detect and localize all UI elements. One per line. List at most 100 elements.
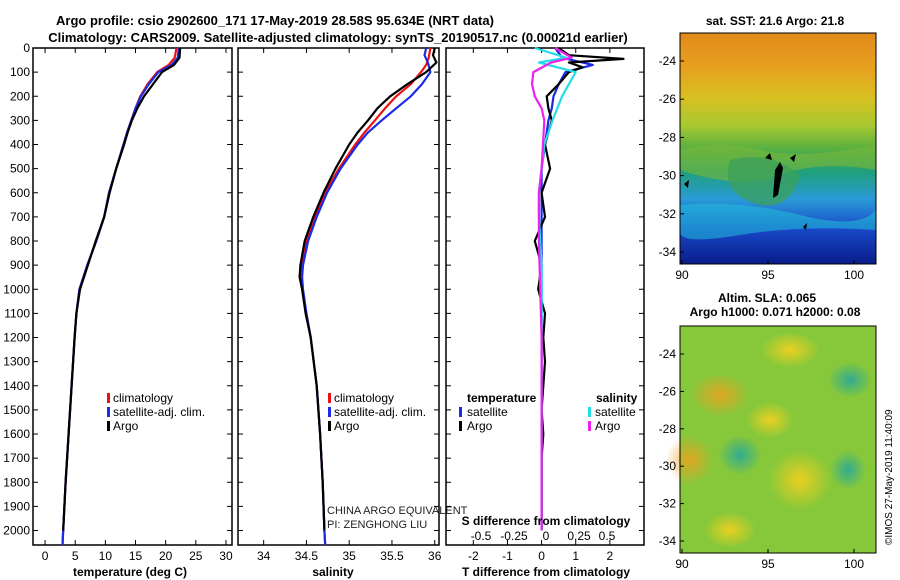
depth-tick-label: 1800 (3, 475, 30, 489)
legend-label-satellite: satellite-adj. clim. (334, 405, 426, 419)
sla-blob (760, 332, 820, 368)
x-tick-label: 25 (189, 549, 203, 563)
map-lon-label: 95 (761, 557, 775, 571)
sst-mask-mark (790, 154, 796, 162)
x-tick-label: 34.5 (295, 549, 319, 563)
sla-blob (830, 450, 866, 490)
legend-label-s-satellite: satellite (595, 405, 636, 419)
map-lat-label: -28 (659, 130, 677, 144)
map-lat-label: -28 (659, 422, 677, 436)
sla-blob (828, 362, 872, 398)
legend-swatch-satellite (328, 407, 331, 417)
sst-map-title: sat. SST: 21.6 Argo: 21.8 (706, 14, 845, 28)
salinity-x-label: salinity (312, 565, 354, 579)
x-tick-label: -2 (468, 549, 479, 563)
difference-legend: temperature salinity satellite Argo sate… (459, 391, 638, 433)
x-tick-label: 30 (219, 549, 233, 563)
depth-tick-label: 1700 (3, 451, 30, 465)
map-lat-label: -26 (659, 92, 677, 106)
x-tick-label: 35 (343, 549, 357, 563)
depth-tick-label: 400 (10, 138, 30, 152)
legend-title-salinity: salinity (596, 391, 638, 405)
x-tick-label: 15 (129, 549, 143, 563)
sst-mask-mark (765, 153, 772, 160)
figure-title-line1: Argo profile: csio 2902600_171 17-May-20… (56, 13, 494, 28)
legend-label-climatology: climatology (334, 391, 394, 405)
depth-tick-label: 200 (10, 89, 30, 103)
salinity-legend: climatology satellite-adj. clim. Argo (328, 391, 426, 433)
temperature-legend: climatology satellite-adj. clim. Argo (107, 391, 205, 433)
map-lat-label: -34 (659, 534, 677, 548)
salinity-panel: 34 34.5 35 35.5 36 salinity climatology sate… (237, 47, 468, 579)
sst-mask-mark (684, 180, 689, 188)
map-lat-label: -26 (659, 384, 677, 398)
sst-mask-mark (803, 223, 807, 230)
legend-label-t-satellite: satellite (467, 405, 508, 419)
depth-axis: 0 100 200 300 400 500 600 700 800 900 1000 1100 1200… (3, 41, 30, 538)
depth-tick-label: 1200 (3, 331, 30, 345)
sla-blob (768, 450, 832, 510)
temperature-plot-frame (32, 47, 233, 546)
legend-label-argo: Argo (113, 419, 139, 433)
x-tick-label: 10 (99, 549, 113, 563)
map-lon-label: 90 (675, 268, 689, 282)
x-tick-label: 34 (257, 549, 271, 563)
legend-label-satellite: satellite-adj. clim. (113, 405, 205, 419)
difference-plot-frame (445, 47, 645, 546)
sla-map-title-line1: Altim. SLA: 0.065 (718, 291, 816, 305)
s-tick-label: -0.25 (500, 529, 528, 543)
map-lat-label: -24 (659, 54, 677, 68)
depth-tick-label: 100 (10, 65, 30, 79)
salinity-plot-frame (237, 47, 440, 546)
legend-label-s-argo: Argo (595, 419, 621, 433)
x-tick-label: 5 (72, 549, 79, 563)
x-tick-label: 35.5 (380, 549, 404, 563)
x-tick-label: 0 (538, 549, 545, 563)
depth-tick-label: 800 (10, 234, 30, 248)
map-lat-label: -34 (659, 245, 677, 259)
legend-swatch-s-satellite (588, 407, 591, 417)
sst-map: sat. SST: 21.6 Argo: 21.8 -24 -26 -28 -30 -3… (659, 14, 877, 282)
map-lat-label: -32 (659, 207, 677, 221)
map-lon-label: 95 (761, 268, 775, 282)
x-tick-label: 36 (428, 549, 442, 563)
s-tick-label: 0.5 (599, 529, 616, 543)
sla-blob (666, 435, 714, 485)
depth-tick-label: 1300 (3, 355, 30, 369)
sla-blob (704, 512, 756, 548)
temperature-satellite-line (540, 47, 594, 531)
x-tick-label: 20 (159, 549, 173, 563)
s-tick-label: -0.5 (471, 529, 492, 543)
map-lat-label: -30 (659, 459, 677, 473)
depth-tick-label: 700 (10, 210, 30, 224)
depth-tick-label: 600 (10, 186, 30, 200)
map-lon-label: 100 (844, 268, 864, 282)
map-lon-label: 100 (844, 557, 864, 571)
argo-line (62, 47, 182, 531)
depth-tick-label: 1100 (4, 306, 30, 320)
salinity-argo-line (530, 47, 573, 531)
legend-label-argo: Argo (334, 419, 360, 433)
depth-tick-label: 1000 (3, 282, 30, 296)
x-tick-label: 2 (607, 549, 614, 563)
difference-panel: -2 -1 0 1 2 T difference from climatology S … (445, 46, 645, 579)
sla-map-frame (679, 325, 877, 554)
legend-title-temperature: temperature (467, 391, 537, 405)
depth-tick-label: 500 (10, 162, 30, 176)
depth-tick-label: 900 (10, 258, 30, 272)
legend-label-t-argo: Argo (467, 419, 493, 433)
s-tick-label: 0.25 (567, 529, 591, 543)
legend-swatch-climatology (107, 393, 110, 403)
institution-annotation: CHINA ARGO EQUIVALENT (327, 505, 468, 517)
s-difference-top-label: S difference from climatology (462, 514, 631, 528)
imos-timestamp: ©IMOS 27-May-2019 11:40:09 (884, 409, 895, 545)
s-tick-label: 0 (543, 529, 550, 543)
sla-blob (718, 435, 762, 475)
figure-title-line2: Climatology: CARS2009. Satellite-adjuste… (48, 30, 627, 45)
sla-blob (746, 402, 794, 438)
depth-tick-label: 1500 (3, 403, 30, 417)
sla-blob (690, 373, 750, 417)
depth-tick-label: 1900 (3, 499, 30, 513)
legend-label-climatology: climatology (113, 391, 173, 405)
